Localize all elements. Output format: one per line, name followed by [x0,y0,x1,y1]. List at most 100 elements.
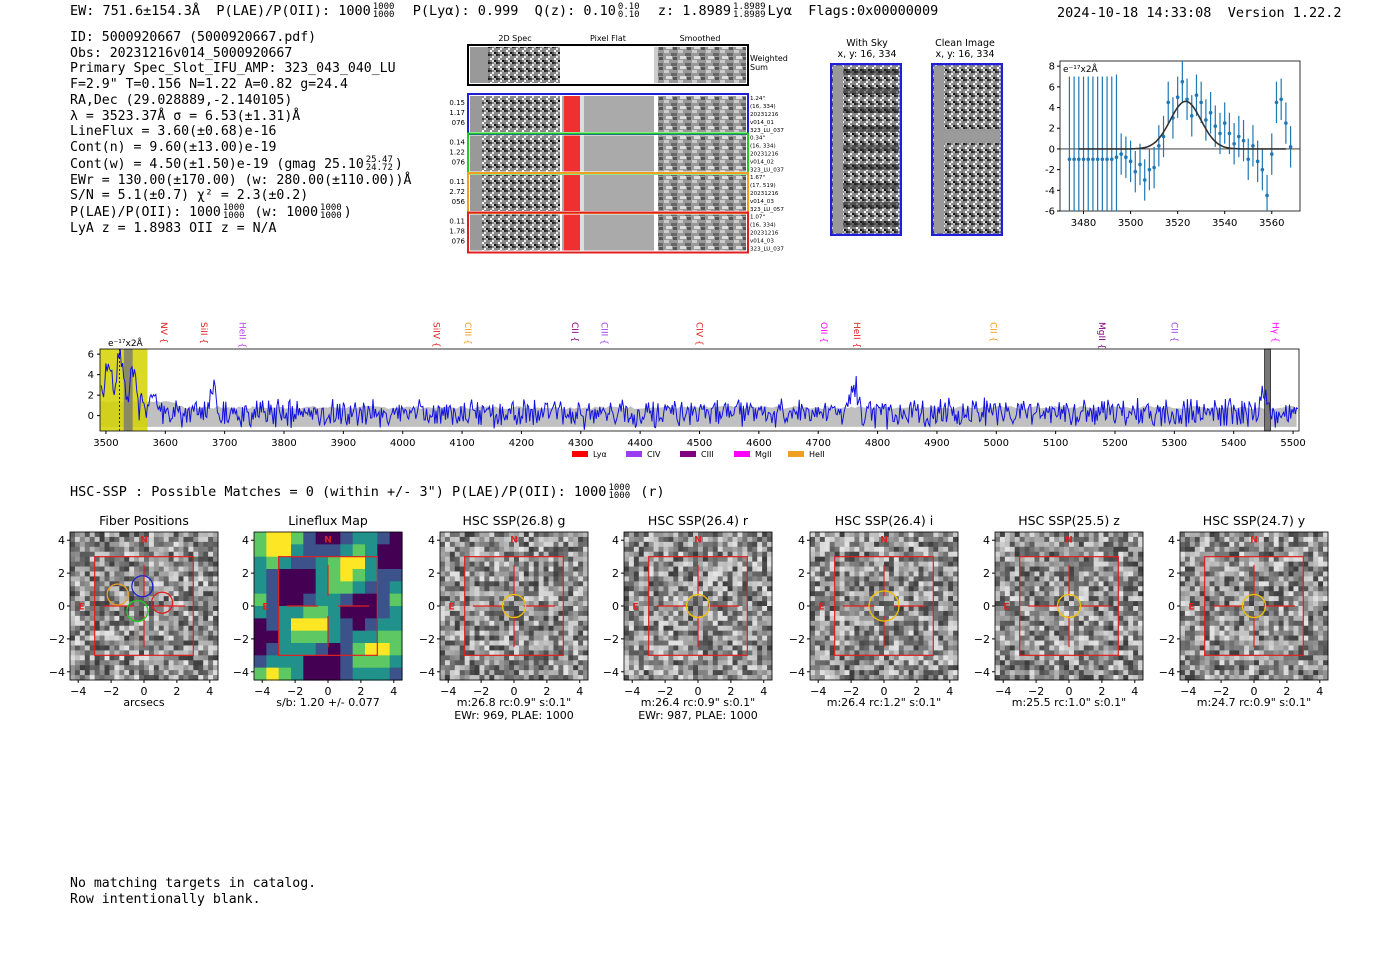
hsc-pixel [707,581,714,587]
hsc-pixel [573,650,579,656]
hsc-pixel [484,660,490,666]
hsc-pixel [1113,556,1119,562]
hsc-pixel [119,596,125,602]
hsc-pixel [208,576,214,582]
hsc-pixel [134,536,140,543]
hsc-pixel [913,606,919,612]
hsc-pixel [752,532,758,538]
hsc-pixel [1059,615,1065,622]
hsc-pixel [79,576,86,582]
hsc-pixel [849,606,855,612]
hsc-pixel [658,620,664,627]
hsc-pixel [1004,591,1011,597]
hsc-pixel [104,571,110,577]
hsc-pixel [114,536,120,543]
hsc-pixel [737,546,743,553]
spec-line-label: SiII { [198,322,208,344]
hsc-pixel [119,591,125,597]
hsc-pixel [683,640,689,646]
hsc-pixel [208,635,214,641]
hsc-pixel [578,655,584,661]
cutouts-weighted-label: Weighted [750,54,788,63]
hsc-pixel [163,625,170,632]
hsc-pixel [528,670,535,676]
hsc-pixel [494,610,500,617]
hsc-pixel [908,576,914,582]
zoom-point [1241,138,1246,143]
hsc-pixel [893,650,900,656]
hsc-pixel [208,620,214,627]
hsc-pixel [712,571,719,577]
hsc-pixel [1009,660,1016,666]
hsc-pixel [1019,670,1025,676]
hsc-pixel [683,576,689,582]
hsc-pixel [884,625,890,632]
hsc-pixel [658,581,664,587]
hsc-pixel [834,625,840,632]
hsc-pixel [583,625,589,632]
zoom-point [1255,159,1260,164]
hsc-pixel [658,650,664,656]
hsc-pixel [1019,581,1025,587]
hsc-pixel [810,576,816,582]
hsc-pixel [624,610,630,617]
hsc-pixel [767,665,773,671]
hsc-pixel [499,586,505,592]
hsc-pixel [707,591,714,597]
hsc-pixel [1078,610,1085,617]
hsc-pixel [163,596,170,602]
hsc-pixel [648,630,654,636]
hsc-pixel [737,650,743,656]
hsc-pixel [732,630,738,636]
hsc-pixel [1029,566,1035,572]
info-obs: Obs: 20231216v014_5000920667 [70,45,293,61]
hsc-pixel [1083,556,1090,562]
hsc-pixel [757,586,763,592]
hsc-pixel [683,615,689,622]
hsc-pixel [538,620,544,627]
hsc-pixel [168,546,174,553]
lineflux-cell [278,544,292,558]
hsc-pixel [188,546,194,553]
hsc-pixel [1004,630,1011,636]
hsc-pixel [702,650,709,656]
hsc-pixel [1004,665,1011,671]
hsc-pixel [213,650,219,656]
hsc-pixel [727,541,733,548]
hsc-pixel [203,615,209,622]
hsc-pixel [84,596,91,602]
hsc-pixel [683,556,689,562]
hsc-pixel [459,536,466,543]
hsc-pixel [913,541,919,548]
hsc-pixel [678,665,684,671]
hsc-pixel [1083,615,1090,622]
hsc-pixel [459,650,466,656]
hsc-pixel [688,586,694,592]
hsc-pixel [548,596,554,602]
hsc-pixel [489,601,495,607]
zoom-point [1269,152,1274,156]
hsc-pixel [203,586,209,592]
hsc-pixel [732,635,738,641]
hsc-pixel [514,596,520,602]
hsc-pixel [1029,581,1035,587]
hsc-pixel [528,571,535,577]
hsc-pixel [1103,615,1109,622]
hsc-pixel [668,546,674,553]
hsc-pixel [673,660,679,666]
hsc-pixel [888,610,895,617]
hsc-pixel [1004,625,1011,632]
hsc-pixel [717,586,724,592]
hsc-pixel [624,675,630,681]
hsc-pixel [1113,591,1119,597]
hsc-pixel [624,571,630,577]
hsc-pixel [1069,536,1075,543]
hsc-xtick-label: 4 [576,685,583,698]
hsc-pixel [168,581,174,587]
hsc-pixel [844,630,850,636]
hsc-pixel [1093,665,1099,671]
hsc-pixel [573,640,579,646]
hsc-pixel [737,665,743,671]
hsc-pixel [1083,645,1090,651]
hsc-pixel [893,665,900,671]
